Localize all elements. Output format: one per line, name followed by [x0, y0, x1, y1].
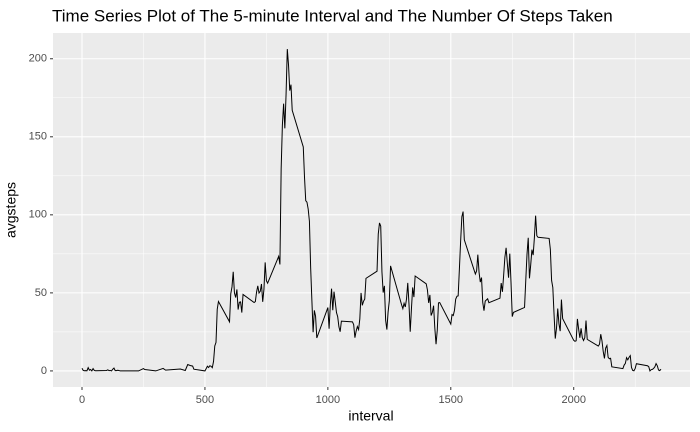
panel — [53, 33, 690, 387]
y-axis-title: avgsteps — [3, 182, 19, 238]
y-tick-label: 200 — [29, 53, 47, 65]
y-tick-label: 0 — [41, 365, 47, 377]
x-tick-label: 500 — [196, 394, 214, 406]
x-axis-title: interval — [348, 408, 393, 424]
y-tick-label: 100 — [29, 209, 47, 221]
x-tick-label: 2000 — [561, 394, 585, 406]
x-tick-label: 1000 — [316, 394, 340, 406]
y-tick-label: 50 — [35, 287, 47, 299]
y-tick-label: 150 — [29, 131, 47, 143]
x-tick-label: 0 — [79, 394, 85, 406]
data-line — [81, 49, 662, 372]
chart-title: Time Series Plot of The 5-minute Interva… — [52, 6, 613, 25]
x-tick-label: 1500 — [439, 394, 463, 406]
